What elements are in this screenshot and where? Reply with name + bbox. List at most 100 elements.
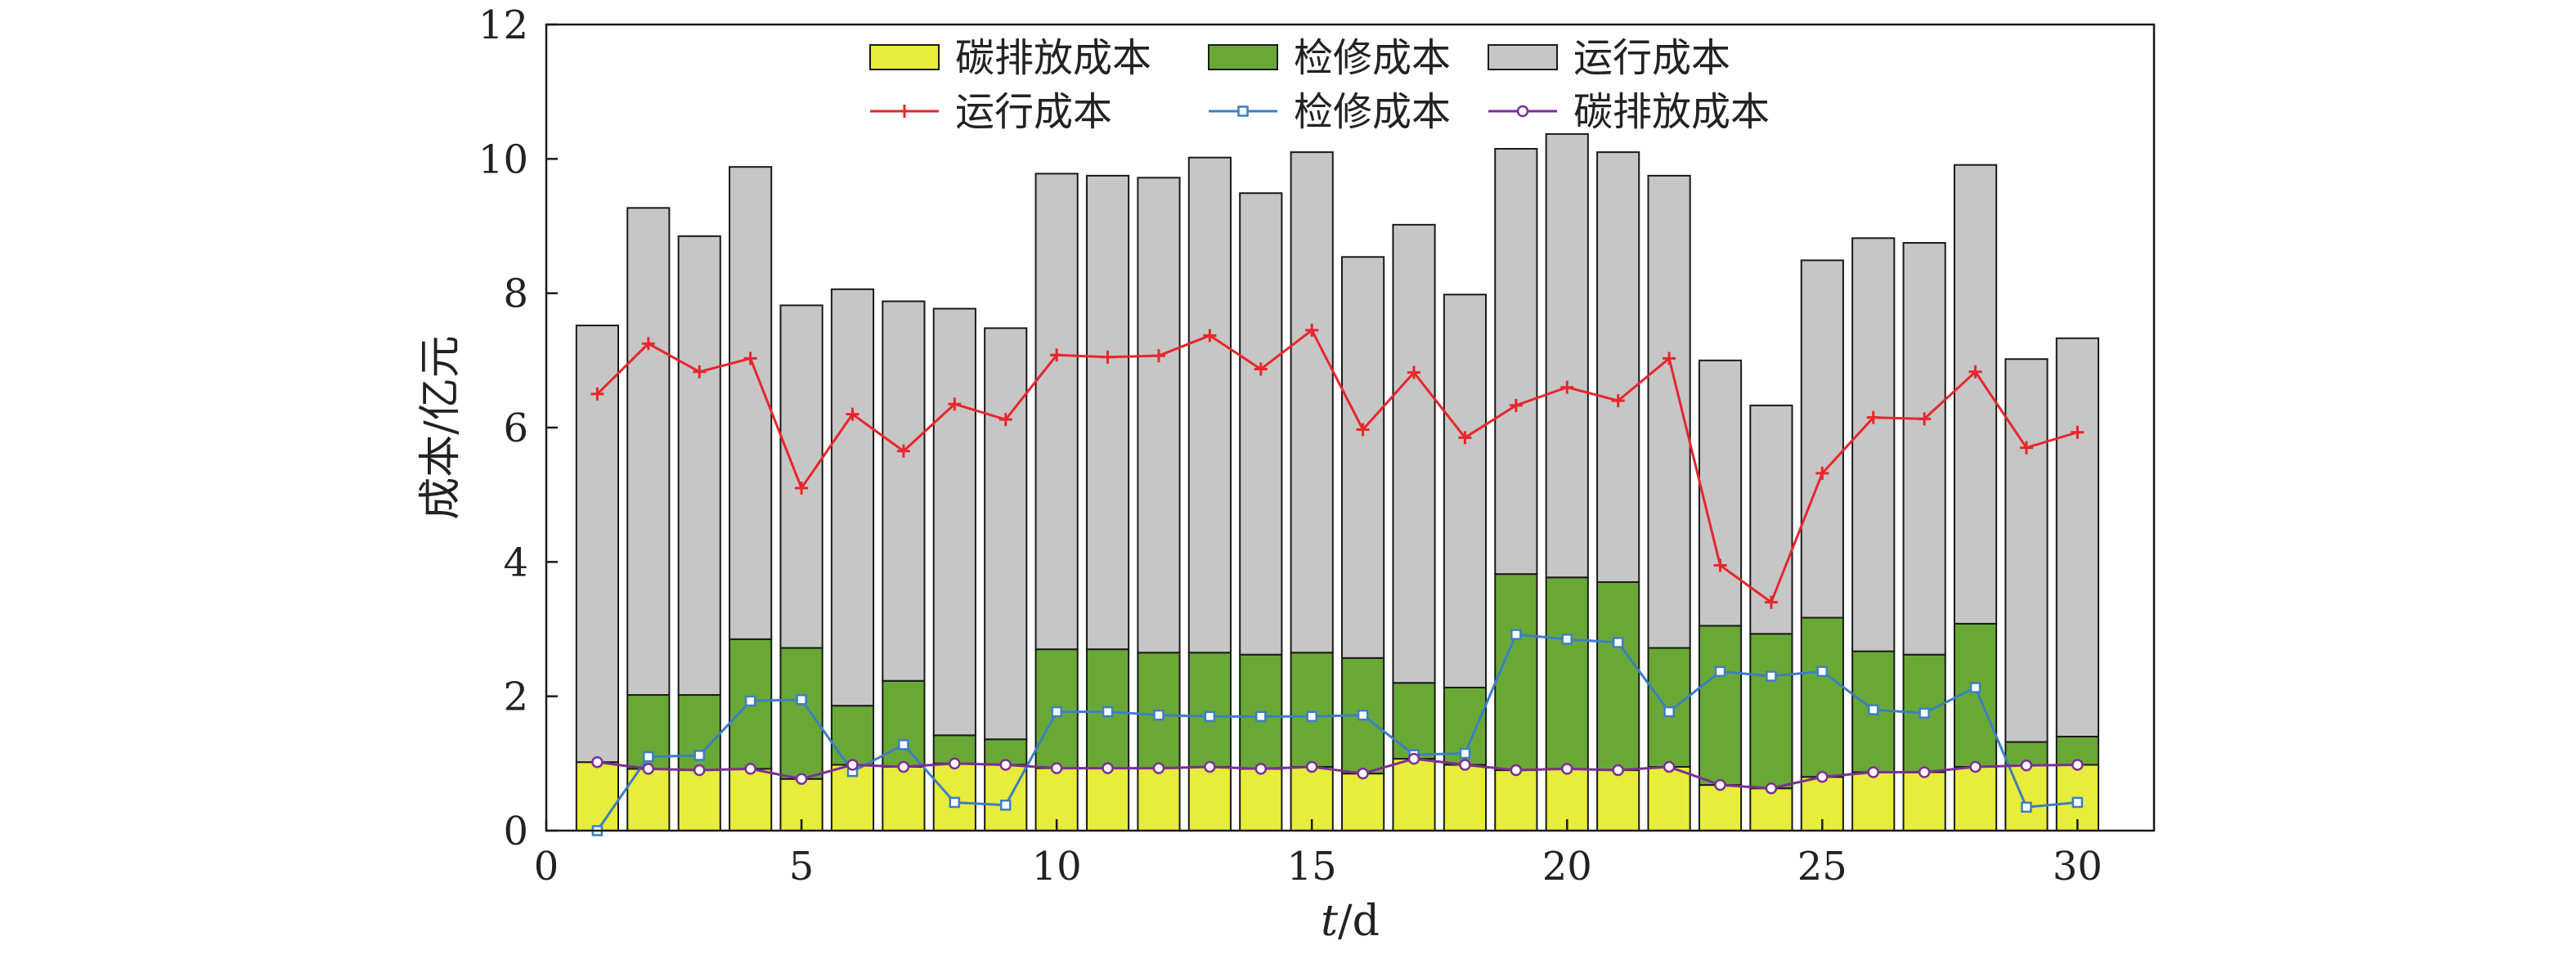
marker-maintenance bbox=[1510, 629, 1522, 640]
marker-maintenance bbox=[1153, 709, 1165, 721]
marker-carbon bbox=[591, 755, 604, 769]
x-axis-title-variable: t bbox=[1321, 897, 1338, 946]
bar-segment-operation bbox=[1137, 177, 1181, 654]
marker-carbon bbox=[1612, 764, 1624, 777]
marker-maintenance bbox=[1714, 665, 1726, 678]
marker-carbon bbox=[2071, 759, 2084, 771]
bar-segment-operation bbox=[677, 235, 721, 697]
marker-carbon bbox=[1152, 762, 1165, 774]
bar-segment-operation bbox=[779, 304, 824, 649]
marker-maintenance bbox=[643, 751, 654, 763]
bar-segment-operation bbox=[1851, 237, 1896, 652]
marker-operation bbox=[1458, 431, 1472, 445]
x-tick-label: 0 bbox=[534, 844, 559, 890]
marker-operation bbox=[1663, 352, 1676, 365]
line-maintenance bbox=[596, 633, 2078, 831]
legend-swatch-carbon bbox=[869, 44, 940, 70]
legend-swatch-maintenance bbox=[1208, 44, 1278, 70]
marker-maintenance bbox=[1612, 637, 1624, 648]
x-tick-label: 15 bbox=[1287, 844, 1337, 890]
bar-segment-operation bbox=[1647, 174, 1691, 649]
y-tick-label: 4 bbox=[503, 540, 528, 585]
marker-maintenance bbox=[796, 694, 807, 706]
bar-segment-carbon bbox=[1239, 768, 1283, 832]
bar-segment-maintenance bbox=[779, 647, 824, 780]
marker-operation bbox=[641, 337, 655, 351]
marker-operation bbox=[1918, 412, 1932, 426]
bar-segment-carbon bbox=[677, 769, 721, 831]
marker-operation bbox=[948, 397, 962, 411]
marker-carbon bbox=[1816, 771, 1829, 783]
marker-operation bbox=[1203, 329, 1217, 343]
bar-segment-carbon bbox=[882, 765, 926, 831]
bar-segment-maintenance bbox=[1494, 573, 1538, 772]
plot-area bbox=[575, 132, 2099, 836]
bar-segment-carbon bbox=[575, 761, 620, 831]
marker-carbon bbox=[1407, 752, 1420, 765]
marker-maintenance bbox=[999, 800, 1012, 811]
bar-segment-operation bbox=[1034, 173, 1079, 651]
marker-operation bbox=[846, 407, 859, 421]
marker-carbon bbox=[897, 760, 910, 773]
bar-segment-carbon bbox=[1851, 771, 1896, 832]
marker-maintenance bbox=[1766, 670, 1777, 682]
bar-segment-maintenance bbox=[1800, 616, 1844, 778]
marker-carbon bbox=[1204, 760, 1216, 773]
legend-swatch-operation bbox=[1488, 44, 1558, 70]
marker-carbon bbox=[744, 763, 756, 775]
bar-segment-operation bbox=[1341, 256, 1385, 659]
bar-segment-maintenance bbox=[1392, 682, 1436, 760]
marker-operation bbox=[999, 413, 1012, 427]
y-tick-label: 0 bbox=[503, 809, 528, 854]
marker-operation bbox=[1509, 398, 1523, 412]
marker-maintenance bbox=[1919, 707, 1930, 719]
marker-carbon bbox=[1305, 760, 1318, 773]
bar-segment-carbon bbox=[1137, 767, 1181, 832]
marker-carbon bbox=[693, 764, 706, 777]
legend-label-bar-operation: 运行成本 bbox=[1573, 35, 1730, 81]
bar-segment-carbon bbox=[1085, 767, 1130, 832]
marker-carbon bbox=[642, 763, 655, 775]
marker-operation bbox=[1611, 394, 1625, 408]
line-operation bbox=[596, 328, 2078, 604]
marker-carbon bbox=[1357, 767, 1369, 780]
bar-segment-operation bbox=[1443, 294, 1488, 688]
bar-segment-operation bbox=[1392, 223, 1436, 684]
marker-maintenance bbox=[693, 750, 705, 761]
marker-carbon bbox=[1765, 782, 1778, 795]
x-axis-title-unit: /d bbox=[1338, 897, 1380, 946]
marker-maintenance bbox=[744, 695, 756, 707]
line-carbon bbox=[597, 757, 2078, 790]
marker-operation bbox=[590, 387, 604, 401]
bar-segment-maintenance bbox=[882, 679, 926, 768]
bar-segment-carbon bbox=[1392, 758, 1436, 831]
bar-segment-operation bbox=[882, 300, 926, 682]
bar-segment-carbon bbox=[626, 768, 671, 832]
bar-segment-carbon bbox=[932, 762, 976, 831]
marker-maintenance bbox=[1561, 634, 1573, 645]
marker-carbon bbox=[1969, 760, 1981, 773]
marker-operation bbox=[1050, 348, 1064, 362]
x-tick-label: 25 bbox=[1797, 844, 1847, 890]
marker-operation bbox=[1815, 466, 1829, 480]
bar-segment-carbon bbox=[1953, 765, 1998, 831]
bar-segment-maintenance bbox=[1290, 652, 1334, 768]
y-tick-label: 12 bbox=[478, 2, 528, 48]
marker-carbon bbox=[1867, 766, 1879, 778]
legend-label-bar-carbon: 碳排放成本 bbox=[955, 35, 1151, 81]
x-tick-label: 30 bbox=[2053, 844, 2103, 890]
marker-maintenance bbox=[1051, 706, 1062, 718]
y-tick-label: 8 bbox=[503, 271, 528, 317]
marker-maintenance bbox=[1969, 682, 1981, 693]
marker-operation bbox=[1101, 350, 1115, 364]
marker-operation bbox=[896, 444, 910, 458]
marker-operation bbox=[1407, 365, 1421, 379]
legend-label-line-maintenance: 检修成本 bbox=[1294, 89, 1451, 135]
marker-operation bbox=[1866, 410, 1880, 424]
x-tick-label: 5 bbox=[789, 844, 815, 890]
bar-segment-operation bbox=[1698, 359, 1743, 627]
bar-segment-maintenance bbox=[1596, 580, 1640, 772]
bar-segment-carbon bbox=[1647, 765, 1691, 831]
legend-label-line-carbon: 碳排放成本 bbox=[1573, 89, 1770, 135]
